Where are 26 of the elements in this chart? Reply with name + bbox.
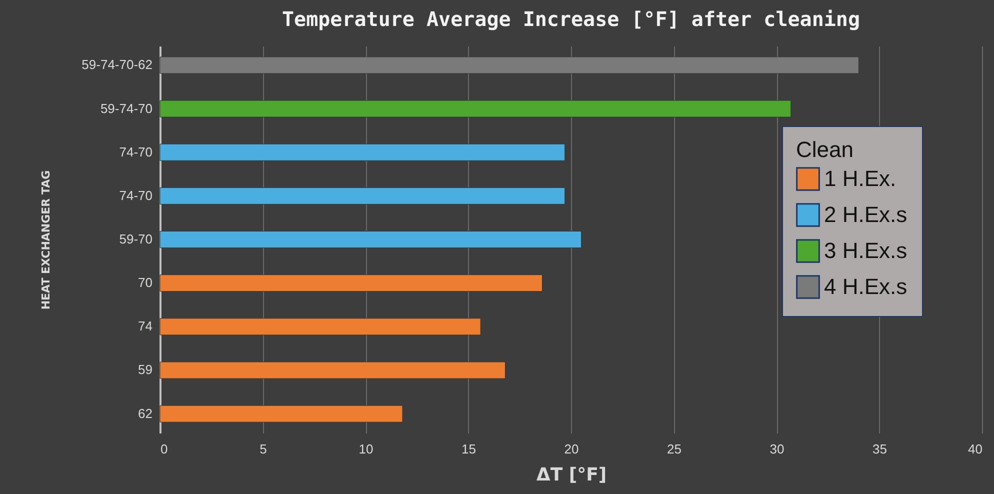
- y-tick-label: 62: [138, 406, 152, 421]
- y-tick-label: 59-74-70: [100, 100, 152, 116]
- legend-label: 3 H.Ex.s: [824, 238, 908, 263]
- x-tick-label: 25: [667, 442, 682, 456]
- legend-label: 2 H.Ex.s: [824, 202, 908, 227]
- legend-label: 4 H.Ex.s: [824, 274, 908, 299]
- y-tick-label: 74-70: [119, 188, 152, 203]
- x-tick-label: 20: [564, 442, 579, 456]
- x-tick-label: 10: [358, 442, 374, 456]
- x-axis-title: ΔT [°F]: [536, 464, 607, 486]
- x-tick-label: 40: [968, 442, 982, 456]
- chart-title: Temperature Average Increase [°F] after cleaning: [282, 7, 860, 31]
- y-tick-label: 74: [138, 318, 152, 334]
- y-tick-label: 59: [138, 362, 152, 378]
- x-tick-label: 35: [872, 442, 887, 456]
- x-tick-label: 15: [462, 442, 476, 456]
- y-tick-label: 70: [138, 275, 152, 290]
- legend-label: 1 H.Ex.: [824, 166, 896, 191]
- y-tick-label: 59-70: [119, 232, 152, 246]
- legend-title: Clean: [796, 137, 854, 162]
- y-tick-label: 59-74-70-62: [82, 57, 152, 72]
- x-tick-label: 30: [770, 442, 784, 456]
- y-axis-title: HEAT EXCHANGER TAG: [40, 170, 53, 310]
- x-tick-label: 0: [160, 442, 168, 456]
- y-tick-label: 74-70: [119, 144, 152, 160]
- x-tick-label: 5: [260, 442, 267, 456]
